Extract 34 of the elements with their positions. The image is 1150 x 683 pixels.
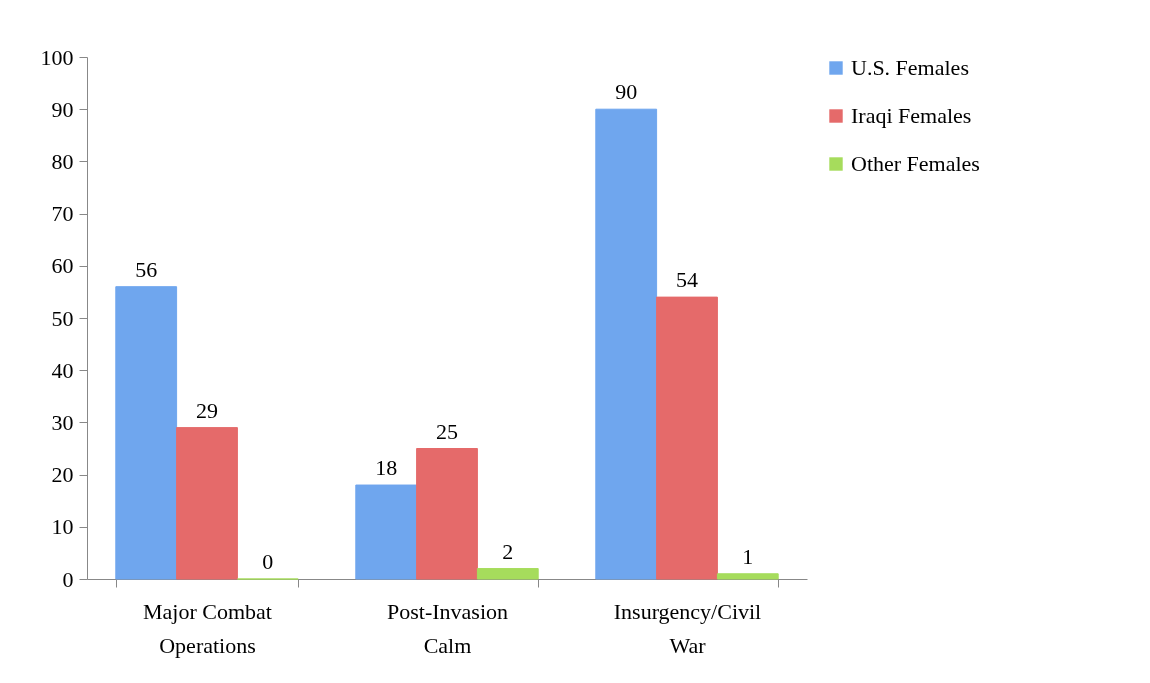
x-tick-label: Insurgency/Civil War [613,598,762,658]
y-tick-label: 10 [51,514,74,540]
y-tick-label: 20 [51,462,74,488]
data-label: 25 [436,418,458,444]
y-tick-label: 90 [51,96,74,122]
data-label: 0 [262,549,274,574]
bar [476,568,539,580]
data-label: 54 [676,267,698,293]
y-tick-label: 0 [62,566,74,592]
bar [416,448,478,580]
x-tick-label: Major Combat Operations [143,598,272,658]
y-tick-label: 30 [51,409,74,435]
y-tick-label: 40 [51,357,74,383]
y-tick-label: 50 [51,305,74,331]
x-tick-label: Post-Invasion Calm [387,598,508,658]
legend-label: U.S. Females [851,55,969,80]
bar [716,573,779,580]
data-label: 1 [742,543,754,569]
y-tick-label: 80 [51,148,74,174]
bar [656,296,718,580]
y-tick-label: 60 [51,253,74,279]
data-label: 90 [615,79,638,105]
bar [176,427,238,580]
data-label: 56 [135,256,158,282]
y-tick-label: 100 [40,44,74,70]
bar [595,108,658,580]
data-label: 29 [196,397,218,423]
legend-label: Iraqi Females [851,103,972,128]
data-label: 18 [375,455,398,481]
bar [115,286,178,580]
bar [355,484,418,580]
data-label: 2 [502,538,514,564]
y-tick-label: 70 [51,201,74,227]
legend-label: Other Females [851,151,980,176]
